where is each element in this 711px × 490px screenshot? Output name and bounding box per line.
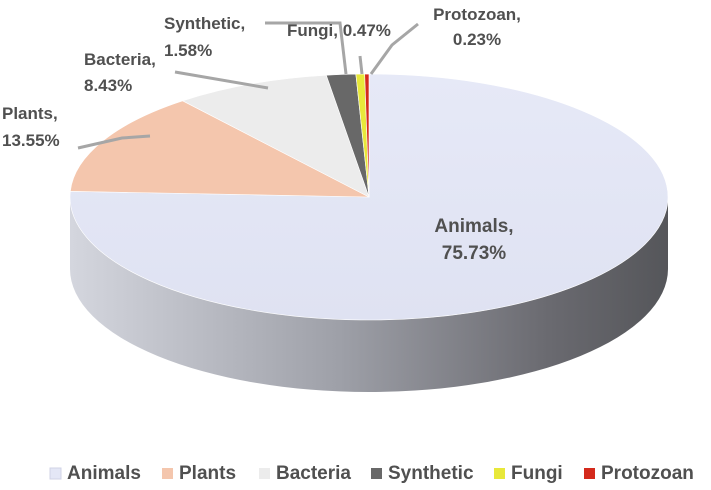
leader-line-plants: [77, 134, 151, 150]
leader-line-synthetic: [265, 21, 348, 75]
legend-label-protozoan: Protozoan: [601, 463, 694, 484]
legend-swatch-protozoan: [584, 468, 595, 479]
data-label-bacteria-name: Bacteria,: [84, 50, 156, 69]
legend-swatch-animals: [49, 467, 62, 480]
data-label-bacteria-value: 8.43%: [84, 76, 132, 95]
pie-side-wall: [70, 197, 668, 392]
leader-line-protozoan: [369, 22, 419, 75]
legend-swatch-synthetic: [371, 468, 382, 479]
legend-label-fungi: Fungi: [511, 463, 563, 484]
data-label-animals-value: 75.73%: [442, 243, 507, 264]
legend-swatch-fungi: [494, 468, 505, 479]
legend-swatch-plants: [162, 468, 173, 479]
legend-label-synthetic: Synthetic: [388, 463, 474, 484]
pie-slice-animals: [69, 73, 669, 321]
data-label-animals-name: Animals,: [434, 216, 513, 237]
data-label-protozoan-value: 0.23%: [453, 30, 501, 49]
data-label-plants-name: Plants,: [2, 104, 58, 123]
legend-swatch-bacteria: [259, 468, 270, 479]
pie-slice-protozoan: [364, 73, 370, 198]
data-label-fungi-name: Fungi, 0.47%: [287, 21, 391, 40]
data-label-protozoan-name: Protozoan,: [433, 5, 521, 24]
leader-line-bacteria: [174, 70, 269, 90]
leader-line-fungi: [358, 55, 364, 75]
data-label-plants-value: 13.55%: [2, 131, 60, 150]
legend: Animals Plants Bacteria Synthetic Fungi Proto…: [49, 463, 694, 484]
data-label-synthetic-name: Synthetic,: [164, 14, 245, 33]
legend-label-animals: Animals: [67, 463, 141, 484]
legend-label-plants: Plants: [179, 463, 236, 484]
legend-label-bacteria: Bacteria: [276, 463, 351, 484]
data-label-synthetic-value: 1.58%: [164, 41, 212, 60]
pie-side-animals: [70, 197, 668, 392]
